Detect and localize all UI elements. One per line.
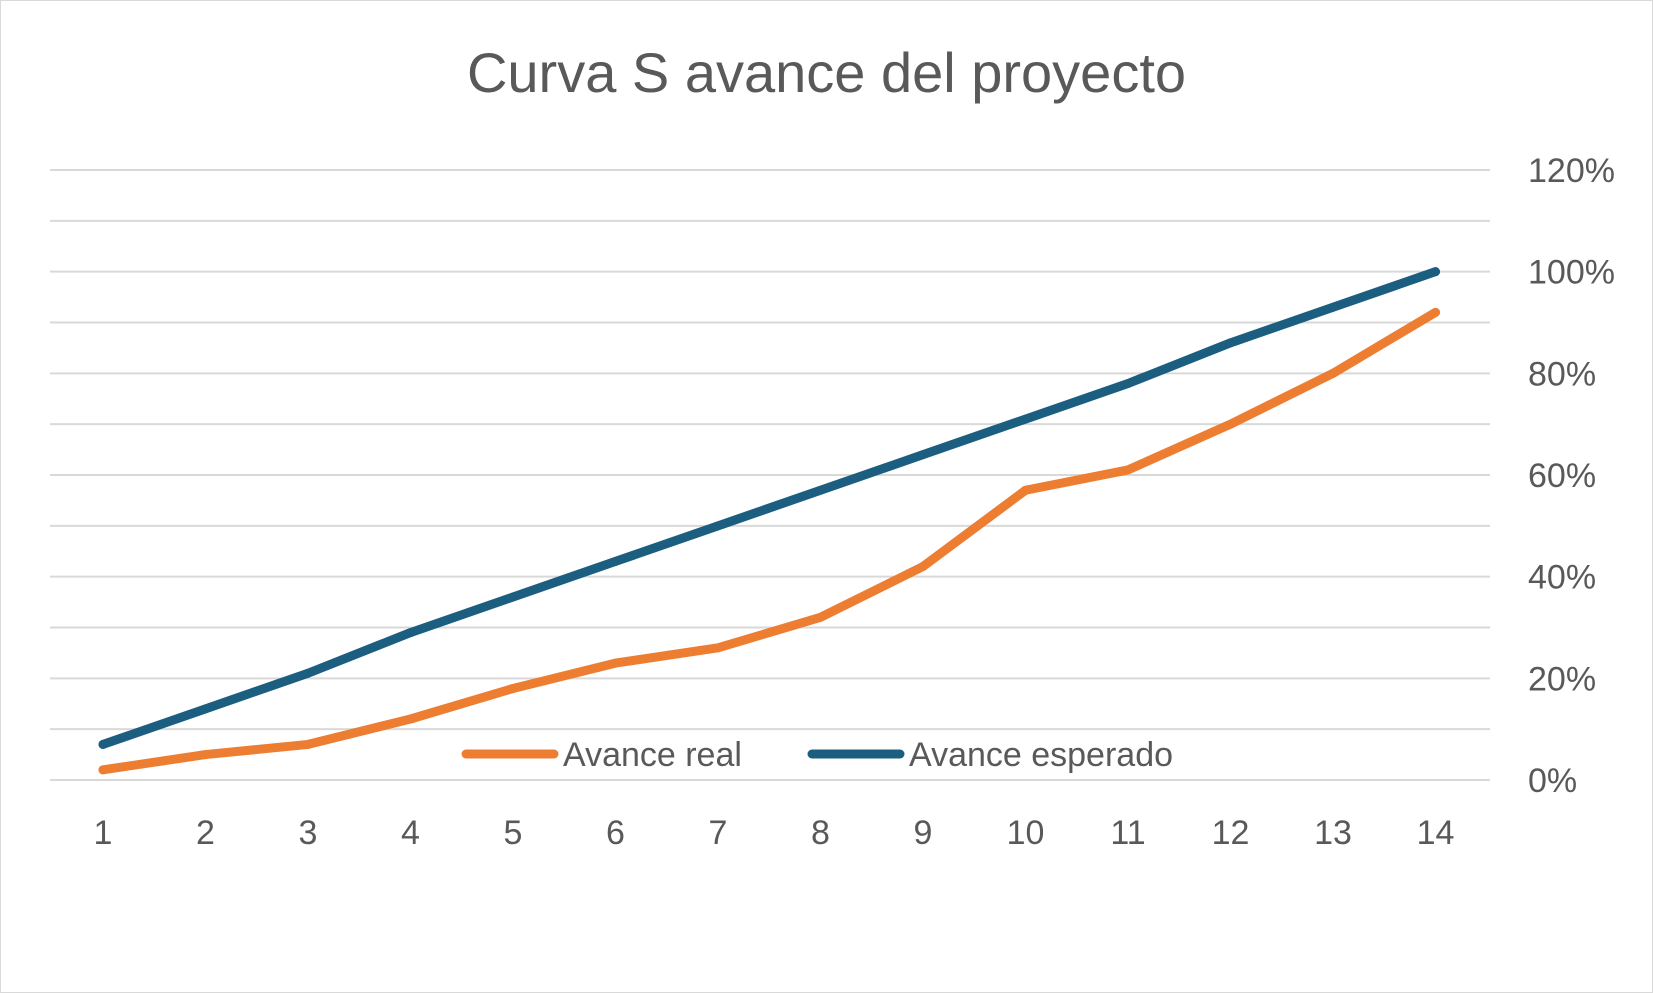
data-point	[1021, 414, 1030, 424]
series-line-avance-real	[98, 307, 1440, 775]
x-tick-label: 13	[1314, 814, 1352, 852]
x-tick-label: 1	[94, 814, 113, 852]
x-tick-label: 2	[196, 814, 215, 852]
y-tick-label: 100%	[1528, 254, 1615, 292]
data-point	[611, 658, 620, 668]
data-point	[201, 704, 210, 714]
data-point	[1328, 368, 1338, 378]
x-tick-label: 7	[709, 814, 728, 852]
data-point	[1431, 267, 1440, 277]
x-tick-label: 14	[1417, 814, 1455, 852]
data-point	[918, 450, 928, 460]
data-point	[1328, 302, 1338, 312]
y-tick-label: 40%	[1528, 559, 1596, 597]
data-point	[1021, 485, 1030, 495]
x-tick-label: 5	[504, 814, 523, 852]
data-point	[713, 643, 723, 653]
chart-title: Curva S avance del proyecto	[466, 41, 1187, 104]
data-point	[303, 668, 313, 678]
y-tick-label: 0%	[1528, 762, 1577, 800]
data-point	[713, 521, 723, 531]
x-tick-label: 6	[606, 814, 625, 852]
data-point	[303, 739, 313, 749]
data-point	[98, 765, 108, 775]
data-point	[1226, 338, 1235, 348]
y-axis-ticks: 0% 20% 40% 60% 80% 100% 120%	[1528, 152, 1615, 800]
x-tick-label: 9	[914, 814, 933, 852]
data-point	[98, 739, 108, 749]
x-tick-label: 8	[811, 814, 830, 852]
data-point	[918, 562, 928, 571]
y-tick-label: 20%	[1528, 660, 1596, 698]
x-axis-ticks: 1 2 3 4 5 6 7 8 9 10 11 12 13 14	[94, 814, 1455, 852]
data-point	[406, 714, 415, 724]
data-point	[1431, 307, 1440, 317]
data-point	[816, 485, 825, 495]
data-point	[611, 556, 620, 566]
data-point	[816, 612, 825, 622]
legend: Avance real Avance esperado	[461, 736, 1173, 774]
data-point	[201, 750, 210, 760]
gridlines	[50, 169, 1490, 781]
y-tick-label: 120%	[1528, 152, 1615, 190]
x-tick-label: 12	[1212, 814, 1250, 852]
y-tick-label: 60%	[1528, 457, 1596, 495]
x-tick-label: 3	[299, 814, 318, 852]
data-point	[406, 628, 415, 638]
data-point	[1123, 465, 1133, 475]
y-tick-label: 80%	[1528, 355, 1596, 393]
series-lines	[98, 267, 1440, 775]
data-point	[1123, 379, 1133, 388]
data-point	[508, 592, 518, 602]
x-tick-label: 10	[1007, 814, 1045, 852]
x-tick-label: 4	[401, 814, 420, 852]
legend-label: Avance real	[563, 736, 742, 774]
data-point	[1226, 419, 1235, 429]
series-line-avance-esperado	[98, 267, 1440, 749]
x-tick-label: 11	[1110, 814, 1145, 852]
legend-label: Avance esperado	[909, 736, 1173, 774]
data-point	[508, 684, 518, 693]
